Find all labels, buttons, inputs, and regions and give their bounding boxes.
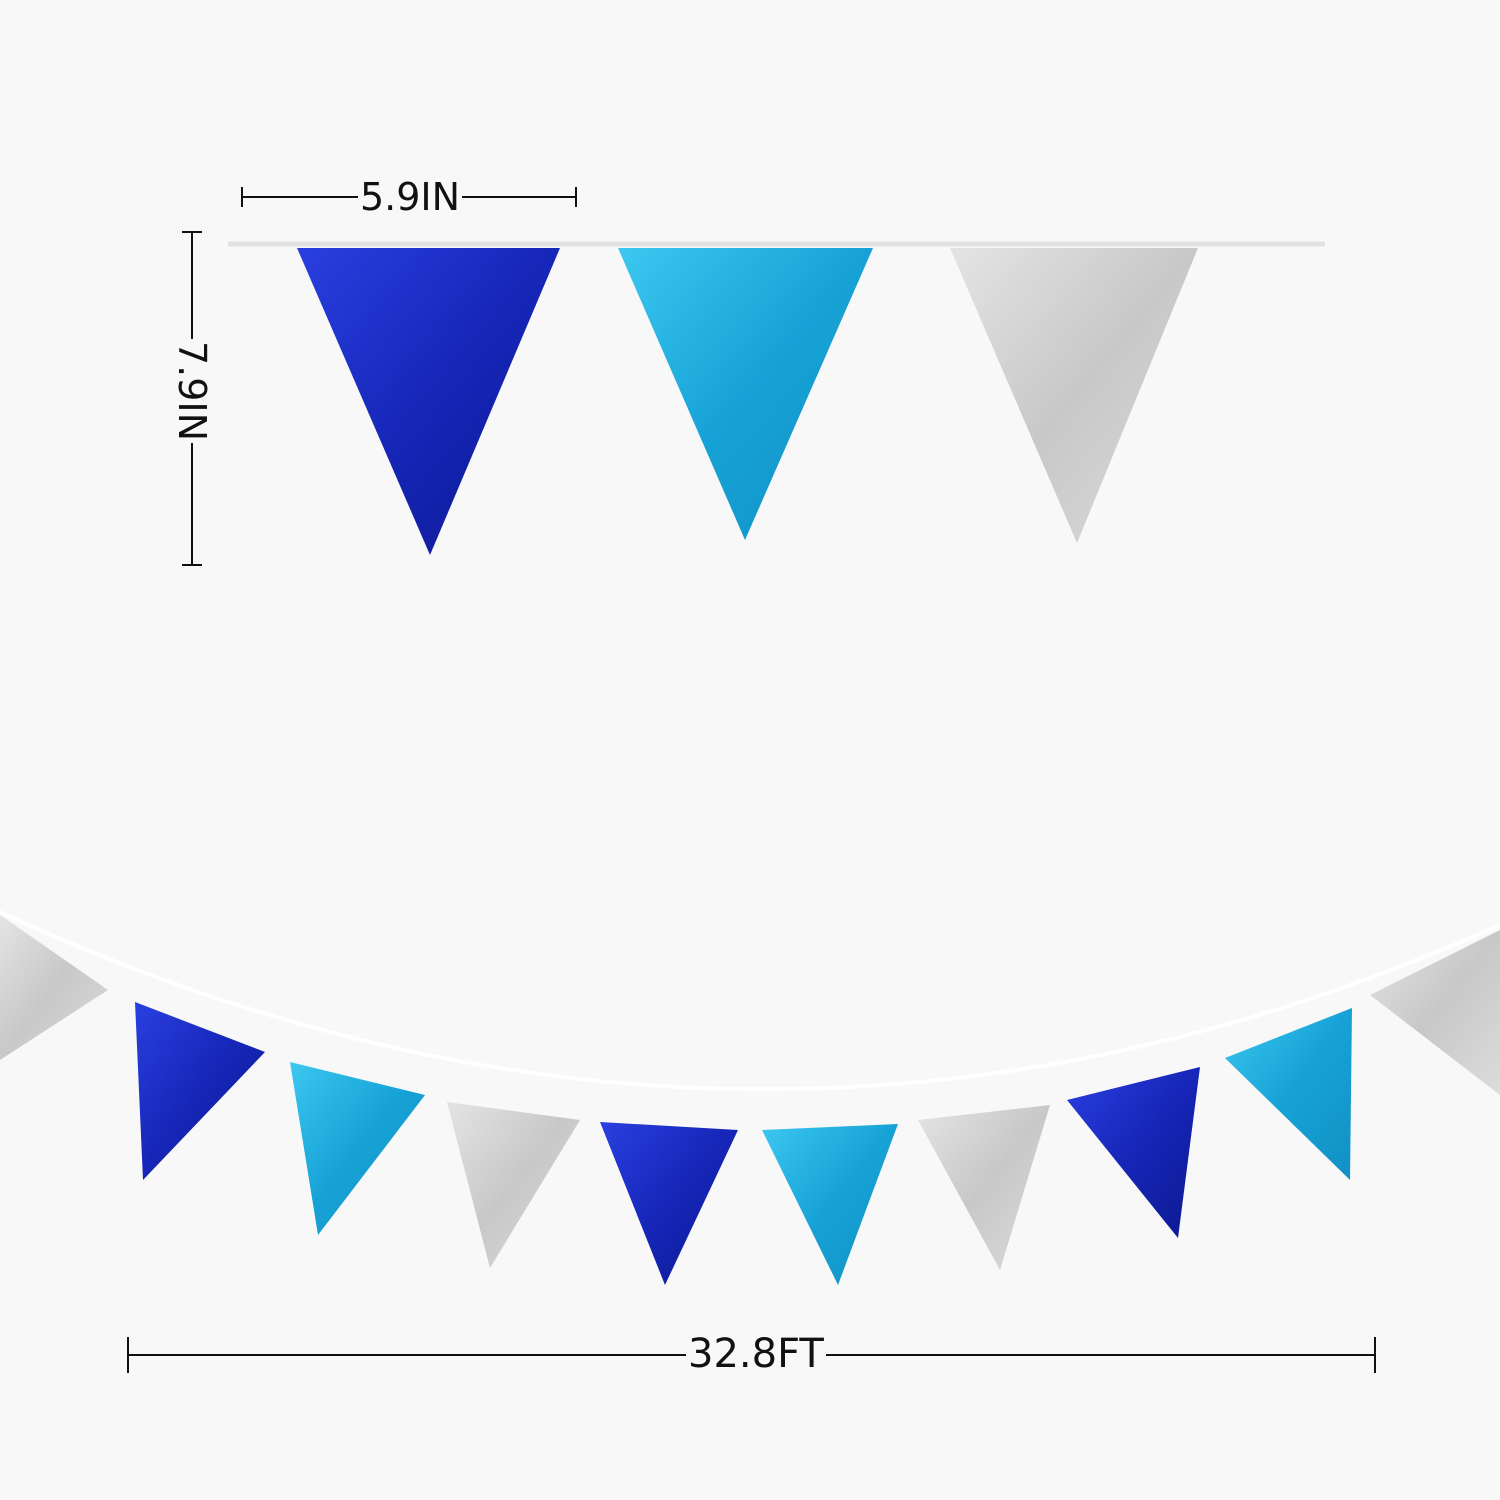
- pennant-height-label: 7.9IN: [170, 338, 215, 444]
- pennant-silver: [1370, 930, 1500, 1095]
- garland-length-label: 32.8FT: [686, 1331, 826, 1377]
- pennant-silver: [918, 1105, 1050, 1270]
- pennant-sky-blue: [1225, 1008, 1352, 1180]
- pennant-silver: [950, 248, 1198, 543]
- pennant-royal-blue: [297, 248, 560, 555]
- pennant-silver: [447, 1102, 580, 1268]
- pennant-sky-blue: [618, 248, 873, 540]
- pennant-sky-blue: [762, 1124, 898, 1285]
- pennant-width-label: 5.9IN: [358, 175, 463, 219]
- pennant-royal-blue: [600, 1122, 738, 1285]
- pennant-sky-blue: [290, 1062, 425, 1235]
- pennant-royal-blue: [1067, 1067, 1200, 1238]
- garland-string: [0, 910, 1500, 1092]
- pennant-royal-blue: [135, 1002, 265, 1180]
- pennant-silver: [0, 915, 108, 1060]
